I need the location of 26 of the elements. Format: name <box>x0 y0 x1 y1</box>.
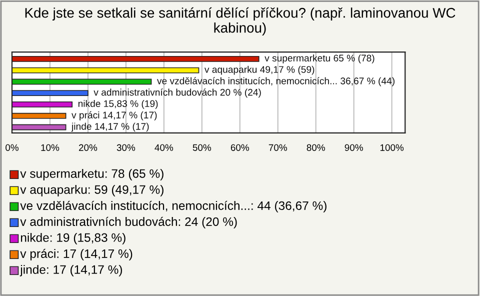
x-tick-label: 90% <box>344 144 363 151</box>
x-tick-label: 100% <box>380 144 404 151</box>
data-label: v práci 14,17 % (17) <box>72 111 157 120</box>
data-label: ve vzdělávacích institucích, nemocnicích... 36,67 % (44) <box>157 77 394 86</box>
data-label: jinde 14,17 % (17) <box>71 122 149 132</box>
data-label: v administrativních budovách 20 % (24) <box>94 88 261 98</box>
text: nikde: 19 (15,83 %) <box>20 232 126 244</box>
x-tick-label: 70% <box>268 144 287 151</box>
x-tick-label: 80% <box>306 144 325 151</box>
text: ve vzdělávacích institucích, nemocnicích...: 44 (36,67 %) <box>20 200 326 212</box>
chart-title: Kde jste se setkali se sanitární dělící příčkou? (např. laminovanou WC kabinou) <box>25 7 456 36</box>
x-tick-label: 10% <box>41 144 60 151</box>
text: jinde: 17 (14,17 %) <box>20 264 122 276</box>
x-tick-label: 60% <box>230 144 250 151</box>
text: v práci: 17 (14,17 %) <box>20 248 132 260</box>
data-label: v aquaparku 49,17 % (59) <box>204 66 314 75</box>
x-tick-label: 40% <box>154 144 174 151</box>
text: v aquaparku: 59 (49,17 %) <box>20 184 164 196</box>
x-tick-label: 30% <box>116 144 136 151</box>
data-label: v supermarketu 65 % (78) <box>264 54 374 64</box>
text: v administrativních budovách: 24 (20 %) <box>20 216 237 228</box>
text: v supermarketu: 78 (65 %) <box>20 168 164 180</box>
x-tick-label: 20% <box>78 144 98 151</box>
x-tick-label: 50% <box>192 144 212 151</box>
data-label: nikde 15,83 % (19) <box>78 100 158 109</box>
x-tick-label: 0% <box>6 144 18 151</box>
